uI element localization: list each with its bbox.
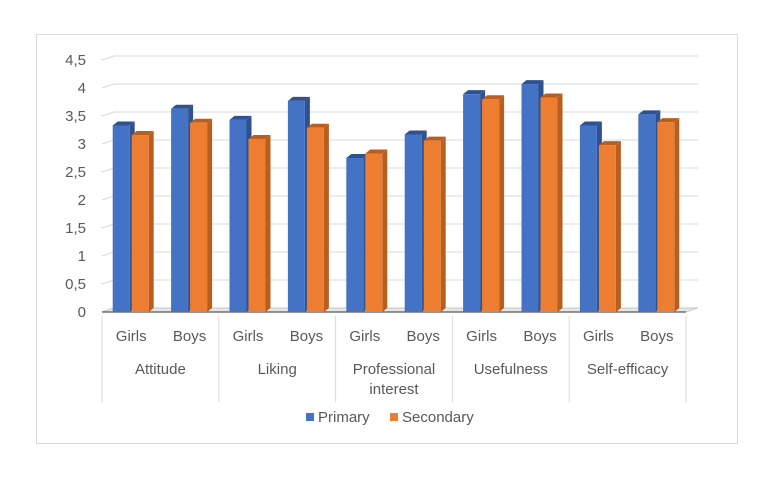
sub-category-label: Boys xyxy=(407,328,440,345)
sub-category-label: Girls xyxy=(466,328,497,345)
bar-side xyxy=(674,118,680,312)
bar-top xyxy=(131,131,154,136)
bar-side xyxy=(382,149,388,312)
bar-primary xyxy=(171,108,189,312)
bar-top xyxy=(463,90,486,95)
bar-top xyxy=(248,134,271,139)
gridline-connector xyxy=(101,139,115,145)
gridline-connector xyxy=(101,279,115,285)
sub-category-label: Boys xyxy=(173,328,206,345)
group-label: Attitude xyxy=(135,361,186,378)
y-tick-label: 4 xyxy=(78,80,86,97)
group-label: Self-efficacy xyxy=(587,361,669,378)
bar-top xyxy=(365,149,388,154)
legend-swatch-primary xyxy=(306,413,314,421)
gridline-connector xyxy=(101,167,115,173)
gridline-connector xyxy=(101,223,115,229)
group-label: Liking xyxy=(258,361,297,378)
bar-top xyxy=(404,130,427,135)
bar-primary xyxy=(112,125,130,313)
sub-category-label: Girls xyxy=(349,328,380,345)
bar-side xyxy=(499,95,505,312)
bar-side xyxy=(615,141,621,312)
bar-primary xyxy=(463,94,481,312)
bar-top xyxy=(598,141,621,146)
group-label: Professional xyxy=(353,361,436,378)
bar-top xyxy=(482,95,505,100)
bar-secondary xyxy=(657,122,675,312)
bar-secondary xyxy=(482,99,500,312)
bar-primary xyxy=(229,119,247,312)
sub-category-label: Girls xyxy=(583,328,614,345)
bar-side xyxy=(557,93,563,313)
bar-secondary xyxy=(190,122,208,312)
bar-primary xyxy=(346,158,364,312)
sub-category-label: Girls xyxy=(233,328,264,345)
bar-side xyxy=(323,123,329,312)
sub-category-label: Boys xyxy=(640,328,673,345)
bar-side xyxy=(207,118,213,312)
bar-primary xyxy=(638,114,656,312)
gridline-connector xyxy=(101,111,115,117)
bar-secondary xyxy=(306,127,324,312)
bar-top xyxy=(229,115,252,120)
bar-secondary xyxy=(131,135,149,312)
bar-top xyxy=(171,104,194,109)
bar-secondary xyxy=(540,97,558,313)
group-label: Usefulness xyxy=(474,361,548,378)
sub-category-label: Girls xyxy=(116,328,147,345)
bar-primary xyxy=(287,100,305,312)
bar-top xyxy=(638,110,661,115)
gridline-connector xyxy=(101,195,115,201)
bar-primary xyxy=(521,84,539,312)
y-tick-label: 0,5 xyxy=(65,276,86,293)
sub-category-label: Boys xyxy=(290,328,323,345)
bar-secondary xyxy=(248,138,266,312)
bar-top xyxy=(287,96,310,101)
bar-side xyxy=(148,131,154,312)
bar-top xyxy=(306,123,329,128)
bar-top xyxy=(423,136,446,141)
bar-secondary xyxy=(423,140,441,312)
bar-secondary xyxy=(365,153,383,312)
y-tick-label: 3 xyxy=(78,136,86,153)
gridline-connector xyxy=(101,55,115,61)
y-tick-label: 3,5 xyxy=(65,108,86,125)
y-tick-label: 1 xyxy=(78,248,86,265)
bar-top xyxy=(112,121,135,126)
bar-top xyxy=(657,118,680,123)
bar-top xyxy=(540,93,563,98)
bar-side xyxy=(440,136,446,312)
y-tick-label: 2,5 xyxy=(65,164,86,181)
bar-secondary xyxy=(598,145,616,312)
legend-label-secondary: Secondary xyxy=(402,409,474,426)
sub-category-label: Boys xyxy=(523,328,556,345)
group-label: interest xyxy=(369,381,419,398)
bar-top xyxy=(521,80,544,85)
y-tick-label: 2 xyxy=(78,192,86,209)
y-tick-label: 1,5 xyxy=(65,220,86,237)
bar-top xyxy=(346,154,369,158)
bar-top xyxy=(579,121,602,126)
legend-swatch-secondary xyxy=(390,413,398,421)
bar-top xyxy=(190,118,213,123)
gridline-connector xyxy=(101,251,115,257)
bar-side xyxy=(265,134,271,312)
bar-primary xyxy=(579,125,597,313)
bar-primary xyxy=(404,134,422,312)
y-tick-label: 0 xyxy=(78,304,86,321)
y-tick-label: 4,5 xyxy=(65,52,86,69)
legend-label-primary: Primary xyxy=(318,409,370,426)
gridline-connector xyxy=(101,83,115,89)
